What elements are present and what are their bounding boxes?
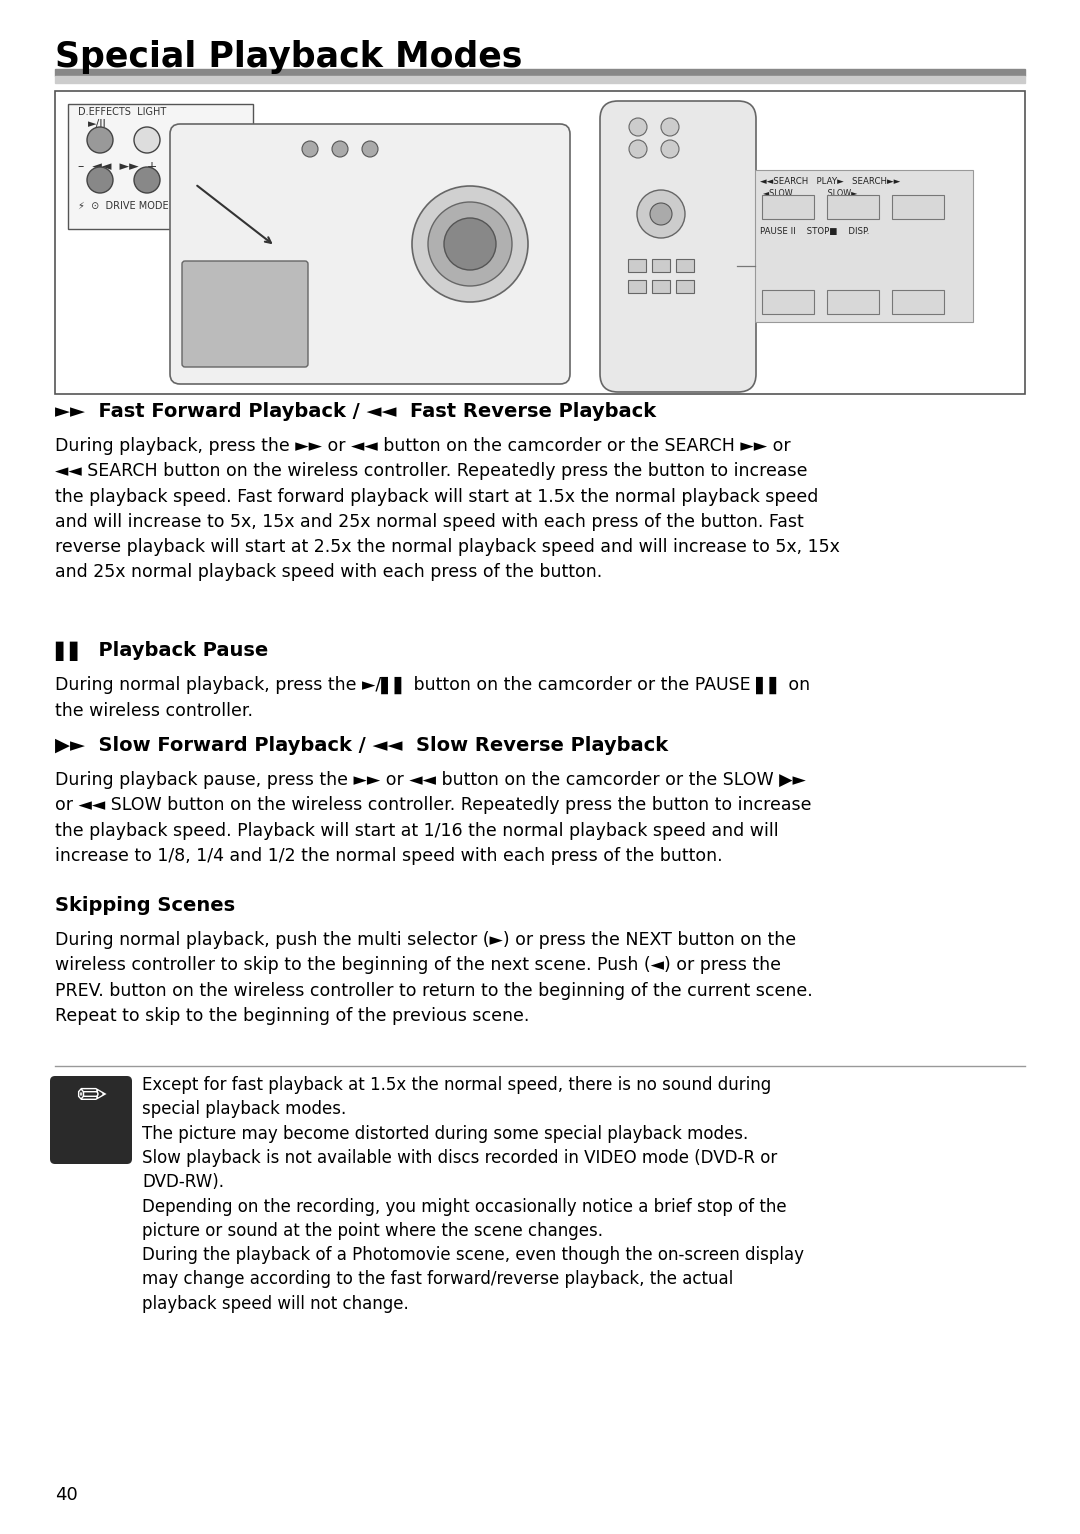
- Circle shape: [362, 141, 378, 156]
- Circle shape: [411, 186, 528, 302]
- FancyBboxPatch shape: [50, 1075, 132, 1164]
- Circle shape: [134, 127, 160, 153]
- Text: ►►  Fast Forward Playback / ◄◄  Fast Reverse Playback: ►► Fast Forward Playback / ◄◄ Fast Rever…: [55, 402, 657, 420]
- Text: During normal playback, press the ►/▌▌ button on the camcorder or the PAUSE ▌▌ o: During normal playback, press the ►/▌▌ b…: [55, 676, 810, 719]
- Circle shape: [661, 140, 679, 158]
- Text: During normal playback, push the multi selector (►) or press the NEXT button on : During normal playback, push the multi s…: [55, 931, 813, 1025]
- Circle shape: [87, 127, 113, 153]
- Text: 40: 40: [55, 1486, 78, 1503]
- Circle shape: [87, 167, 113, 193]
- FancyBboxPatch shape: [755, 170, 973, 322]
- Circle shape: [134, 167, 160, 193]
- Bar: [892, 290, 944, 314]
- Text: –  ◄◄  ►►  +: – ◄◄ ►► +: [78, 160, 158, 173]
- Bar: [627, 281, 646, 293]
- Circle shape: [629, 140, 647, 158]
- Circle shape: [428, 202, 512, 285]
- Text: ◄SLOW              SLOW►: ◄SLOW SLOW►: [762, 189, 858, 198]
- Bar: [762, 195, 814, 219]
- Text: Except for fast playback at 1.5x the normal speed, there is no sound during
spec: Except for fast playback at 1.5x the nor…: [141, 1075, 804, 1313]
- Bar: [676, 259, 694, 272]
- Bar: [892, 195, 944, 219]
- Circle shape: [637, 190, 685, 238]
- FancyBboxPatch shape: [183, 261, 308, 367]
- Circle shape: [444, 218, 496, 270]
- Text: ✏: ✏: [76, 1080, 106, 1114]
- Circle shape: [650, 202, 672, 225]
- Bar: [676, 281, 694, 293]
- Bar: [55, 77, 1025, 83]
- Text: During playback, press the ►► or ◄◄ button on the camcorder or the SEARCH ►► or
: During playback, press the ►► or ◄◄ butt…: [55, 437, 840, 581]
- Text: Special Playback Modes: Special Playback Modes: [55, 40, 523, 74]
- Text: ▶►  Slow Forward Playback / ◄◄  Slow Reverse Playback: ▶► Slow Forward Playback / ◄◄ Slow Rever…: [55, 736, 669, 755]
- Text: ⚡  ⊙  DRIVE MODE: ⚡ ⊙ DRIVE MODE: [78, 201, 168, 212]
- FancyBboxPatch shape: [68, 104, 253, 229]
- Bar: [762, 290, 814, 314]
- Text: During playback pause, press the ►► or ◄◄ button on the camcorder or the SLOW ▶►: During playback pause, press the ►► or ◄…: [55, 772, 811, 865]
- Bar: [652, 281, 670, 293]
- Bar: [827, 195, 879, 219]
- Bar: [652, 259, 670, 272]
- Text: ►/II: ►/II: [87, 120, 107, 129]
- Text: ▌▌  Playback Pause: ▌▌ Playback Pause: [55, 641, 268, 661]
- Circle shape: [661, 118, 679, 137]
- FancyBboxPatch shape: [600, 101, 756, 393]
- Text: Skipping Scenes: Skipping Scenes: [55, 896, 235, 914]
- FancyBboxPatch shape: [170, 124, 570, 384]
- Bar: [827, 290, 879, 314]
- Circle shape: [332, 141, 348, 156]
- Text: ◄◄SEARCH   PLAY►   SEARCH►►: ◄◄SEARCH PLAY► SEARCH►►: [760, 176, 901, 186]
- FancyBboxPatch shape: [55, 91, 1025, 394]
- Text: PAUSE II    STOP■    DISP.: PAUSE II STOP■ DISP.: [760, 227, 869, 236]
- Text: D.EFFECTS  LIGHT: D.EFFECTS LIGHT: [78, 107, 166, 117]
- Bar: [55, 69, 1025, 77]
- Circle shape: [302, 141, 318, 156]
- Circle shape: [629, 118, 647, 137]
- Bar: [627, 259, 646, 272]
